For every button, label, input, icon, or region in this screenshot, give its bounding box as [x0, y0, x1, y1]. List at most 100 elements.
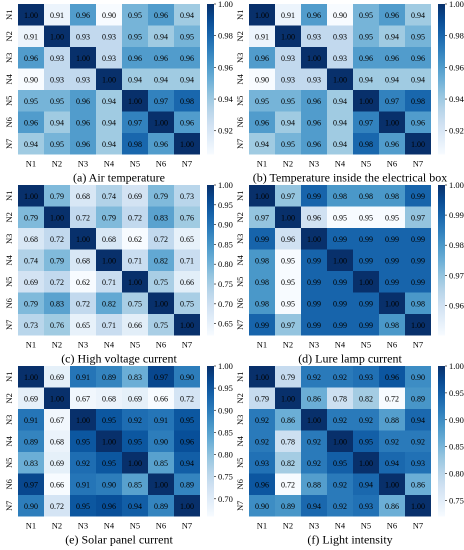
cell-value-label: 0.72: [50, 502, 64, 511]
row-tick-label: N4: [4, 73, 14, 84]
column-tick-label: N3: [78, 159, 88, 169]
heatmap-cell: [148, 495, 174, 517]
panel-caption: (e) Solar panel current: [65, 533, 173, 547]
row-tick-label: N7: [4, 501, 14, 511]
heatmap-cell: [353, 314, 379, 336]
cell-value-label: 0.73: [180, 192, 194, 201]
cell-value-label: 0.92: [307, 459, 321, 468]
cell-value-label: 0.75: [154, 321, 168, 330]
heatmap-cell: [249, 228, 275, 250]
cell-value-label: 0.99: [307, 192, 321, 201]
cell-value-label: 0.69: [50, 459, 64, 468]
heatmap-cell: [379, 133, 405, 155]
cell-value-label: 0.95: [333, 459, 347, 468]
heatmap-cell: [174, 4, 200, 26]
heatmap-cell: [70, 473, 96, 495]
heatmap-cell: [327, 185, 353, 207]
column-tick-label: N5: [361, 521, 371, 531]
heatmap-cell: [327, 292, 353, 314]
cell-value-label: 0.95: [128, 437, 142, 446]
cell-value-label: 0.91: [76, 373, 90, 382]
row-tick-label: N5: [4, 458, 14, 468]
column-tick-label: N2: [283, 340, 293, 350]
cell-value-label: 0.99: [255, 321, 269, 330]
heatmap-cell: [96, 366, 122, 388]
heatmap-cell: [405, 68, 431, 90]
cell-value-label: 0.90: [411, 373, 425, 382]
cell-value-label: 0.96: [281, 235, 295, 244]
cell-value-label: 0.79: [281, 373, 295, 382]
cell-value-label: 1.00: [385, 118, 399, 127]
colorbar: [207, 4, 214, 155]
column-tick-label: N1: [257, 521, 267, 531]
heatmap-cell: [327, 249, 353, 271]
cell-value-label: 0.97: [255, 213, 269, 222]
cell-value-label: 0.95: [180, 416, 194, 425]
row-tick-label: N2: [235, 212, 245, 222]
row-tick-label: N6: [235, 298, 245, 308]
heatmap-cell: [353, 271, 379, 293]
cell-value-label: 0.99: [359, 235, 373, 244]
cell-value-label: 0.96: [307, 213, 321, 222]
heatmap-cell: [148, 473, 174, 495]
heatmap-panel: 1.00 0.91 0.96 0.90 0.95 0.96 0.94 0.91 1.00 0.93…: [4, 0, 234, 185]
heatmap-cell: [275, 409, 301, 431]
heatmap-cell: [353, 249, 379, 271]
heatmap-cell: [174, 111, 200, 133]
cell-value-label: 1.00: [128, 278, 142, 287]
heatmap-cell: [122, 495, 148, 517]
cell-value-label: 0.66: [180, 278, 194, 287]
cell-value-label: 0.89: [281, 502, 295, 511]
cell-value-label: 0.75: [128, 299, 142, 308]
cell-value-label: 0.91: [255, 32, 269, 41]
column-tick-label: N7: [413, 159, 423, 169]
colorbar: [207, 366, 214, 517]
heatmap-cell: [353, 409, 379, 431]
column-tick-label: N6: [156, 521, 166, 531]
heatmap-cell: [70, 271, 96, 293]
heatmap-cell: [44, 366, 70, 388]
cell-value-label: 0.67: [50, 416, 64, 425]
row-tick-label: N4: [235, 254, 245, 265]
column-tick-label: N5: [130, 521, 140, 531]
heatmap-cell: [301, 292, 327, 314]
heatmap-cell: [18, 430, 44, 452]
heatmap-cell: [249, 206, 275, 228]
heatmap-cell: [275, 452, 301, 474]
cell-value-label: 1.00: [359, 278, 373, 287]
column-tick-label: N3: [78, 340, 88, 350]
heatmap-cell: [379, 495, 405, 517]
heatmap-cell: [18, 68, 44, 90]
column-tick-label: N3: [309, 340, 319, 350]
heatmap-cell: [96, 47, 122, 69]
cell-value-label: 0.98: [180, 97, 194, 106]
heatmap-cell: [353, 68, 379, 90]
cell-value-label: 1.00: [307, 235, 321, 244]
row-tick-label: N1: [235, 191, 245, 201]
heatmap-cell: [70, 68, 96, 90]
heatmap-cell: [379, 25, 405, 47]
cell-value-label: 0.90: [180, 373, 194, 382]
cell-value-label: 0.95: [76, 437, 90, 446]
heatmap-cell: [405, 430, 431, 452]
column-tick-label: N4: [335, 521, 346, 531]
heatmap-cell: [301, 366, 327, 388]
cell-value-label: 0.96: [385, 373, 399, 382]
heatmap-cell: [327, 68, 353, 90]
heatmap-cell: [379, 111, 405, 133]
cell-value-label: 0.94: [385, 75, 399, 84]
heatmap-cell: [44, 249, 70, 271]
heatmap-cell: [148, 206, 174, 228]
cell-value-label: 0.95: [255, 97, 269, 106]
row-tick-label: N1: [4, 372, 14, 382]
heatmap-cell: [275, 473, 301, 495]
heatmap-cell: [327, 452, 353, 474]
cell-value-label: 1.00: [411, 140, 425, 149]
heatmap-cell: [275, 111, 301, 133]
cell-value-label: 0.91: [154, 416, 168, 425]
cell-value-label: 0.96: [307, 97, 321, 106]
heatmap-cell: [96, 249, 122, 271]
heatmap-cell: [379, 271, 405, 293]
column-tick-label: N5: [361, 340, 371, 350]
cell-value-label: 0.95: [50, 97, 64, 106]
